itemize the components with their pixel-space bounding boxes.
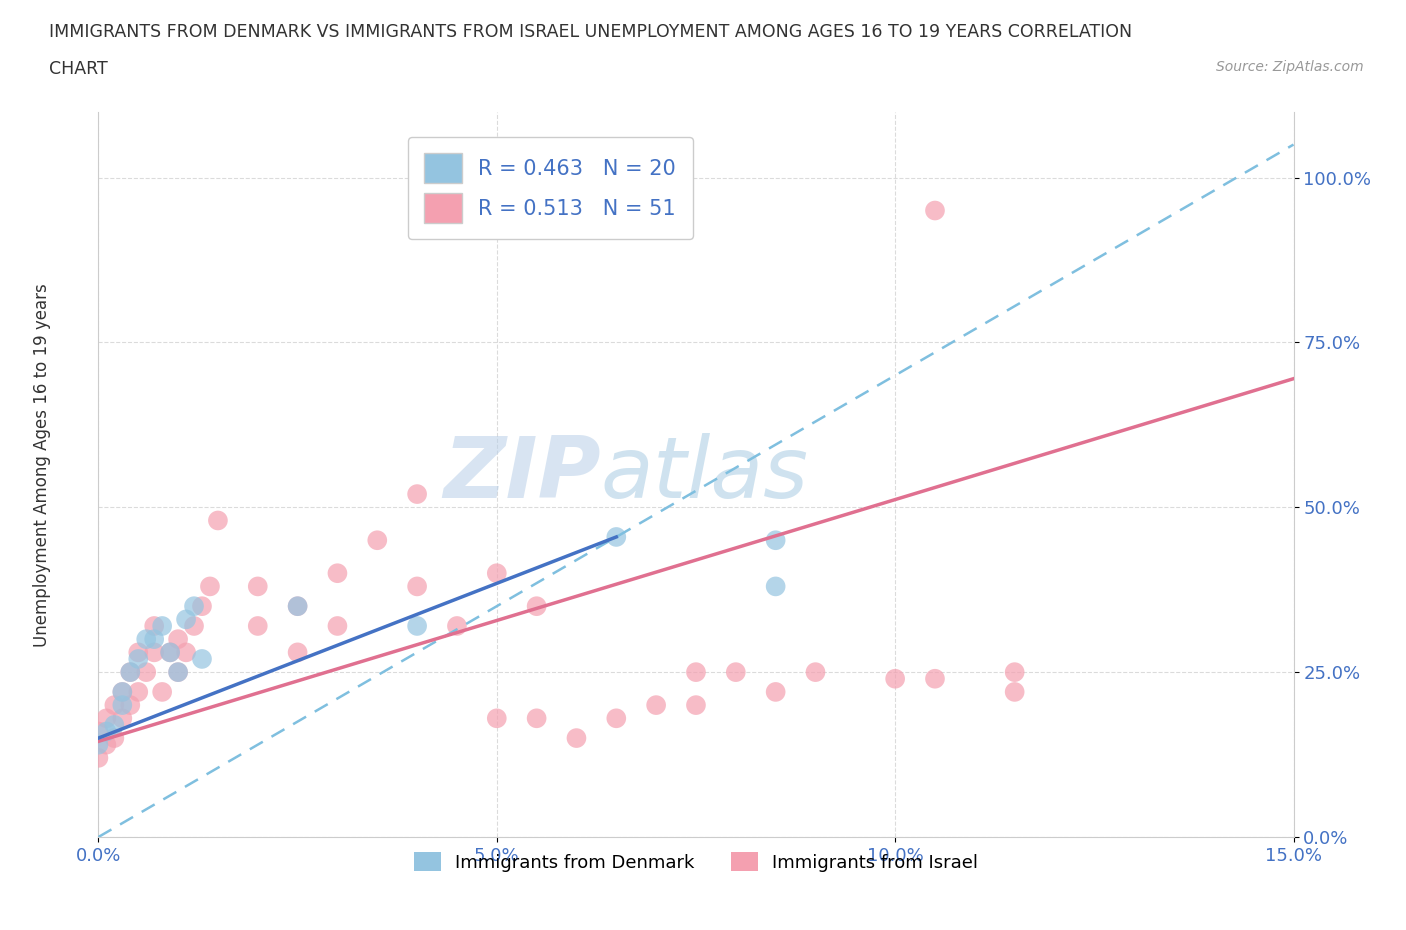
Point — [605, 711, 627, 725]
Point — [1004, 665, 1026, 680]
Point — [366, 533, 388, 548]
Point — [191, 599, 214, 614]
Point — [127, 684, 149, 699]
Point — [246, 579, 269, 594]
Point — [111, 684, 134, 699]
Point — [406, 579, 429, 594]
Text: Unemployment Among Ages 16 to 19 years: Unemployment Among Ages 16 to 19 years — [34, 283, 51, 647]
Point — [120, 698, 142, 712]
Point — [924, 671, 946, 686]
Point — [183, 618, 205, 633]
Point — [183, 599, 205, 614]
Point — [526, 711, 548, 725]
Point — [150, 684, 173, 699]
Point — [485, 711, 508, 725]
Point — [246, 618, 269, 633]
Point — [1004, 684, 1026, 699]
Point — [191, 652, 214, 667]
Point — [159, 644, 181, 659]
Point — [87, 737, 110, 752]
Point — [120, 665, 142, 680]
Point — [765, 579, 787, 594]
Point — [446, 618, 468, 633]
Point — [287, 599, 309, 614]
Point — [120, 665, 142, 680]
Point — [326, 565, 349, 580]
Point — [685, 698, 707, 712]
Point — [103, 698, 125, 712]
Point — [143, 631, 166, 646]
Text: atlas: atlas — [600, 432, 808, 516]
Point — [765, 684, 787, 699]
Point — [127, 652, 149, 667]
Point — [198, 579, 221, 594]
Point — [485, 565, 508, 580]
Point — [174, 644, 197, 659]
Point — [765, 533, 787, 548]
Text: IMMIGRANTS FROM DENMARK VS IMMIGRANTS FROM ISRAEL UNEMPLOYMENT AMONG AGES 16 TO : IMMIGRANTS FROM DENMARK VS IMMIGRANTS FR… — [49, 23, 1132, 41]
Text: CHART: CHART — [49, 60, 108, 78]
Point — [135, 631, 157, 646]
Text: ZIP: ZIP — [443, 432, 600, 516]
Point — [87, 724, 110, 739]
Point — [406, 486, 429, 501]
Point — [143, 618, 166, 633]
Point — [167, 665, 190, 680]
Point — [150, 618, 173, 633]
Point — [143, 644, 166, 659]
Point — [287, 599, 309, 614]
Point — [804, 665, 827, 680]
Point — [526, 599, 548, 614]
Point — [884, 671, 907, 686]
Point — [605, 529, 627, 544]
Point — [924, 203, 946, 218]
Point — [111, 711, 134, 725]
Point — [174, 612, 197, 627]
Point — [645, 698, 668, 712]
Point — [96, 724, 118, 739]
Point — [207, 513, 229, 528]
Legend: Immigrants from Denmark, Immigrants from Israel: Immigrants from Denmark, Immigrants from… — [406, 845, 986, 879]
Point — [103, 717, 125, 732]
Point — [103, 731, 125, 746]
Point — [326, 618, 349, 633]
Point — [287, 644, 309, 659]
Point — [724, 665, 747, 680]
Point — [159, 644, 181, 659]
Point — [96, 711, 118, 725]
Point — [135, 665, 157, 680]
Point — [167, 665, 190, 680]
Point — [406, 618, 429, 633]
Point — [111, 698, 134, 712]
Point — [87, 751, 110, 765]
Text: Source: ZipAtlas.com: Source: ZipAtlas.com — [1216, 60, 1364, 74]
Point — [96, 737, 118, 752]
Point — [127, 644, 149, 659]
Point — [685, 665, 707, 680]
Point — [565, 731, 588, 746]
Point — [111, 684, 134, 699]
Point — [167, 631, 190, 646]
